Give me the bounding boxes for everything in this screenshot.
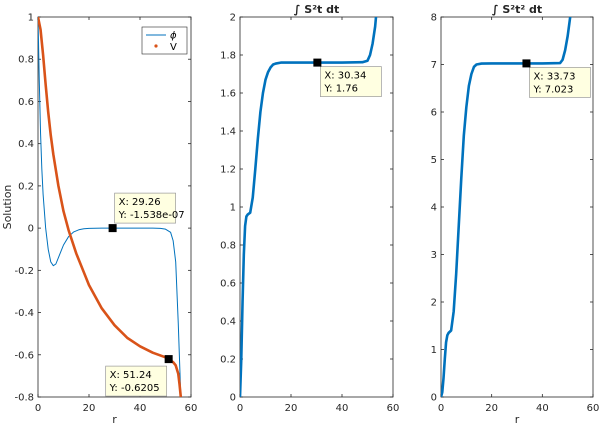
datatip[interactable]: X: 33.73 Y: 7.023 — [522, 59, 591, 98]
y-tick-label: 6 — [431, 108, 437, 119]
x-tick-label: 0 — [35, 403, 41, 414]
datatip-box — [105, 365, 168, 397]
datatip-y-text: Y: -1.538e-07 — [118, 210, 185, 221]
y-tick-label: 1.4 — [220, 127, 236, 138]
datatip-marker[interactable] — [108, 224, 117, 233]
datatip-y-text: Y: 1.76 — [323, 84, 358, 95]
y-tick-label: -0.2 — [14, 266, 34, 277]
datatip-box — [114, 192, 176, 224]
x-tick-label: 40 — [536, 403, 549, 414]
y-tick-label: 1.6 — [220, 89, 236, 100]
chart-panel-2: 0 20 40 60 0 0.2 0.4 0.6 0.8 1 1.2 1.4 1.6 1.8 2 ∫ S²t … — [220, 3, 400, 414]
legend-label-v: V — [170, 42, 177, 53]
datatip-marker[interactable] — [522, 59, 531, 68]
legend-swatch-v — [154, 44, 158, 48]
datatip-marker[interactable] — [164, 355, 173, 364]
y-tick-label: 0 — [28, 224, 34, 235]
x-tick-label: 60 — [587, 403, 600, 414]
y-tick-label: 7 — [431, 60, 437, 71]
x-tick-label: 20 — [83, 403, 96, 414]
series-line-1 — [38, 17, 182, 397]
y-tick-label: 0.4 — [18, 139, 34, 150]
y-tick-label: 8 — [431, 13, 437, 24]
y-tick-label: 2 — [230, 13, 236, 24]
x-tick-label: 20 — [485, 403, 498, 414]
y-tick-label: 1 — [431, 345, 437, 356]
x-tick-label: 40 — [336, 403, 349, 414]
y-tick-label: 0 — [230, 393, 236, 404]
y-tick-label: 1.8 — [220, 51, 236, 62]
x-tick-label: 0 — [438, 403, 444, 414]
datatip[interactable]: X: 30.34 Y: 1.76 — [313, 58, 382, 97]
datatip-x-text: X: 33.73 — [533, 71, 575, 82]
y-tick-label: 0.2 — [18, 181, 34, 192]
x-axis-label: r — [515, 413, 520, 424]
datatip[interactable]: X: 29.26 Y: -1.538e-07 — [108, 192, 185, 233]
y-tick-label: -0.6 — [14, 350, 34, 361]
x-tick-label: 40 — [134, 403, 147, 414]
legend-label-phi: ϕ — [170, 31, 177, 42]
x-tick-label: 0 — [237, 403, 243, 414]
series-line-1 — [441, 17, 572, 397]
datatip-y-text: Y: -0.6205 — [109, 383, 160, 394]
datatip-box — [529, 67, 591, 98]
legend-box — [141, 26, 188, 55]
datatip-x-text: X: 51.24 — [110, 370, 152, 381]
y-tick-label: 0.4 — [220, 317, 236, 328]
x-tick-label: 20 — [285, 403, 298, 414]
y-tick-label: -0.4 — [14, 308, 34, 319]
y-tick-label: 4 — [431, 203, 437, 214]
datatip-x-text: X: 30.34 — [324, 71, 366, 82]
y-tick-label: 0.2 — [220, 355, 236, 366]
datatip[interactable]: X: 51.24 Y: -0.6205 — [105, 355, 173, 397]
chart-title: ∫ S²t² dt — [492, 3, 542, 16]
chart-panel-1: 0 20 40 60 -0.8 -0.6 -0.4 -0.2 0 0.2 0.4 0.6 0.8 1 r So… — [1, 13, 197, 424]
series-line-1 — [240, 17, 378, 397]
y-tick-label: 1 — [28, 13, 34, 24]
y-tick-label: 1.2 — [220, 165, 236, 176]
chart-panel-3: 0 20 40 60 0 1 2 3 4 5 6 7 8 ∫ S²t² dt r X: 33.73 Y: 7.0… — [431, 3, 600, 424]
y-tick-label: 0.6 — [18, 97, 34, 108]
y-tick-label: -0.8 — [14, 393, 34, 404]
y-tick-label: 2 — [431, 298, 437, 309]
y-tick-label: 0.8 — [220, 241, 236, 252]
y-tick-label: 1 — [230, 203, 236, 214]
datatip-marker[interactable] — [313, 58, 322, 67]
datatip-x-text: X: 29.26 — [119, 197, 161, 208]
y-axis-label: Solution — [1, 185, 14, 230]
series-line-2 — [38, 17, 183, 397]
x-tick-label: 60 — [185, 403, 198, 414]
y-tick-label: 5 — [431, 155, 437, 166]
datatip-box — [320, 66, 382, 97]
x-axis-label: r — [112, 413, 117, 424]
chart-title: ∫ S²t dt — [294, 3, 340, 16]
y-tick-label: 0.8 — [18, 55, 34, 66]
y-tick-label: 3 — [431, 250, 437, 261]
datatip-y-text: Y: 7.023 — [532, 84, 573, 95]
x-tick-label: 60 — [387, 403, 400, 414]
legend[interactable]: ϕV — [141, 26, 188, 55]
y-tick-label: 0 — [431, 393, 437, 404]
y-tick-label: 0.6 — [220, 279, 236, 290]
